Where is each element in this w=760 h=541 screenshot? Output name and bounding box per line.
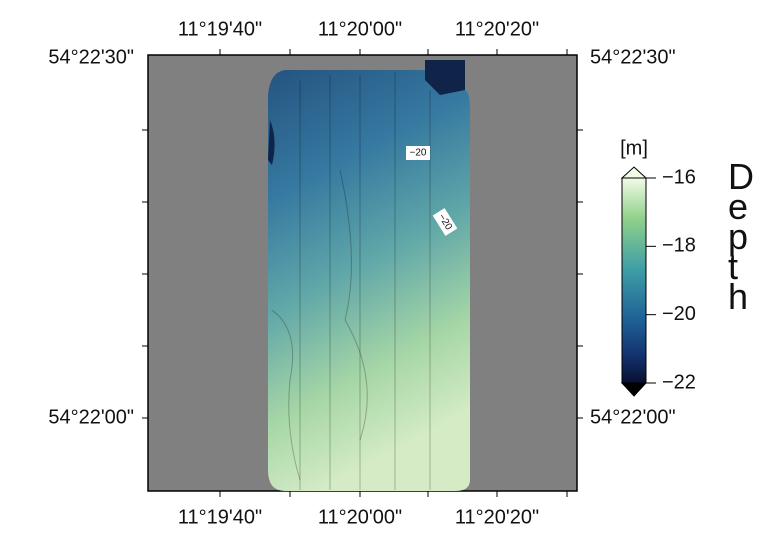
lat-label: 54°22'30" bbox=[48, 46, 134, 68]
colorbar bbox=[622, 178, 646, 383]
lon-label: 11°20'00" bbox=[318, 18, 402, 40]
lat-label: 54°22'00" bbox=[590, 406, 676, 428]
lon-label: 11°19'40" bbox=[178, 18, 262, 40]
lon-label: 11°20'20" bbox=[455, 506, 539, 528]
map-canvas: [m] 11°19'40" 11°19'40" 11°20'00" 11°20'00"… bbox=[0, 0, 760, 536]
colorbar-under bbox=[622, 383, 646, 396]
map-figure: [m] 11°19'40" 11°19'40" 11°20'00" 11°20'00"… bbox=[0, 0, 760, 536]
colorbar-tick-label: −16 bbox=[662, 166, 696, 188]
colorbar-tick-label: −22 bbox=[662, 371, 696, 393]
colorbar-unit: [m] bbox=[620, 137, 648, 159]
survey-area bbox=[268, 60, 470, 491]
lon-label: 11°20'20" bbox=[455, 18, 539, 40]
lat-label: 54°22'30" bbox=[590, 46, 676, 68]
contour-label: −20 bbox=[410, 148, 427, 159]
colorbar-title: Depth bbox=[728, 162, 750, 312]
lon-label: 11°19'40" bbox=[178, 506, 262, 528]
colorbar-over bbox=[622, 167, 646, 178]
lon-label: 11°20'00" bbox=[318, 506, 402, 528]
lat-label: 54°22'00" bbox=[48, 406, 134, 428]
contour-label-box: −20 bbox=[406, 146, 430, 160]
colorbar-tick-label: −18 bbox=[662, 235, 696, 257]
colorbar-tick-label: −20 bbox=[662, 303, 696, 325]
